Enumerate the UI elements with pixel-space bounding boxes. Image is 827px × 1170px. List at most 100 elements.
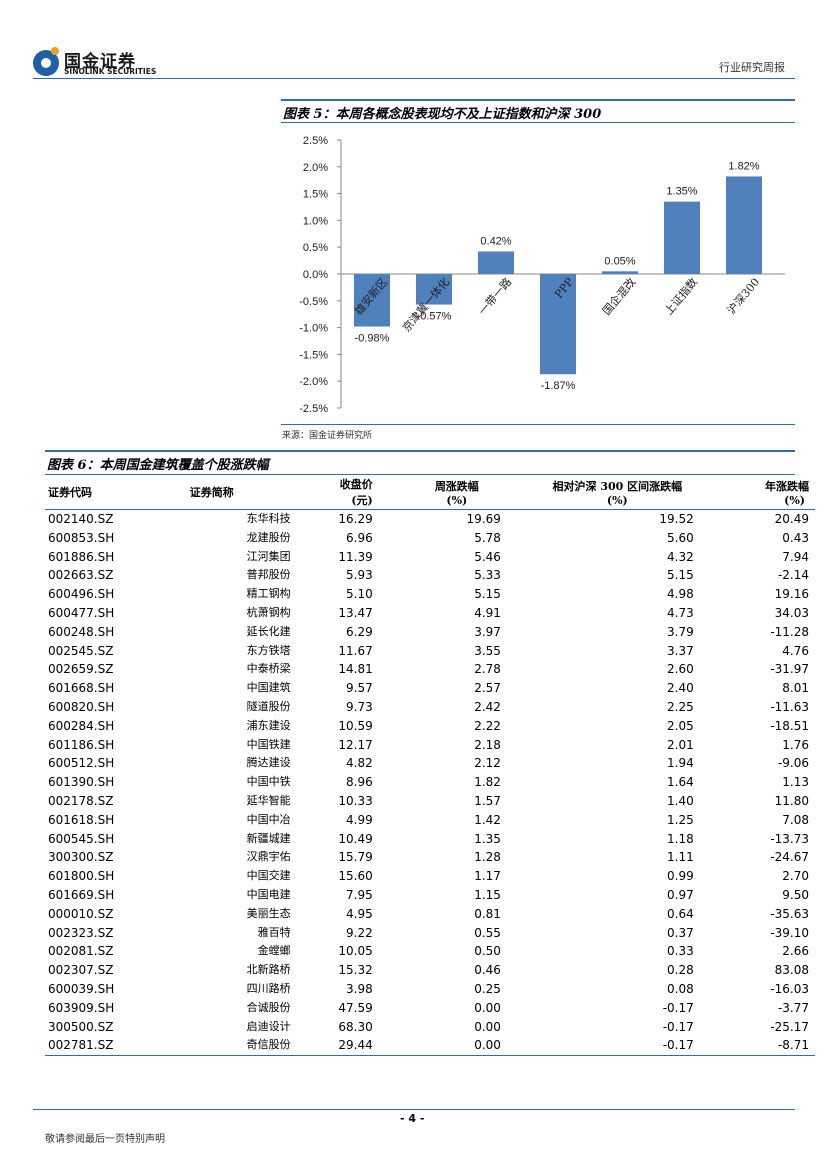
cell-weekly: 5.15 — [474, 587, 501, 602]
table-row: 600512.SH 腾达建设 4.82 2.12 1.94 -9.06 — [45, 754, 815, 773]
cell-name: 奇信股份 — [246, 1038, 291, 1052]
cell-weekly: 1.57 — [474, 793, 501, 808]
table-row: 002323.SZ 雅百特 9.22 0.55 0.37 -39.10 — [45, 924, 815, 943]
bar — [540, 274, 576, 375]
cell-weekly: 5.33 — [474, 568, 501, 583]
y-tick-label: 2.0% — [303, 162, 328, 174]
page-number: - 4 - — [400, 1112, 425, 1125]
cell-name: 雅百特 — [257, 925, 291, 939]
cell-name: 中国中冶 — [246, 812, 291, 826]
cell-code: 002545.SZ — [48, 643, 114, 658]
cell-relative: 1.94 — [667, 756, 694, 771]
cell-relative: 4.32 — [667, 549, 694, 564]
cell-code: 600853.SH — [48, 530, 115, 545]
cell-ytd: -8.71 — [777, 1038, 809, 1053]
cell-weekly: 2.42 — [474, 699, 501, 714]
cell-name: 普邦股份 — [246, 568, 291, 582]
table-row: 002545.SZ 东方铁塔 11.67 3.55 3.37 4.76 — [45, 642, 815, 661]
y-tick-label: -2.5% — [299, 403, 328, 415]
y-tick-label: -2.0% — [299, 376, 328, 388]
col-header-relative: 相对沪深 300 区间涨跌幅 (%) — [552, 479, 683, 507]
cell-relative: 1.40 — [667, 793, 694, 808]
table-row: 601618.SH 中国中冶 4.99 1.42 1.25 7.08 — [45, 811, 815, 830]
cell-code: 300500.SZ — [48, 1019, 114, 1034]
figure6-title-rule — [45, 474, 795, 475]
cell-code: 002659.SZ — [48, 662, 114, 677]
header-divider — [33, 78, 795, 79]
cell-name: 中国建筑 — [246, 681, 291, 695]
cell-code: 002663.SZ — [48, 568, 114, 583]
cell-code: 600820.SH — [48, 699, 115, 714]
y-tick-label: -0.5% — [299, 296, 328, 308]
cell-price: 5.10 — [346, 587, 373, 602]
table-row: 002659.SZ 中泰桥梁 14.81 2.78 2.60 -31.97 — [45, 660, 815, 679]
cell-relative: 1.18 — [667, 831, 694, 846]
cell-weekly: 0.00 — [474, 1019, 501, 1034]
bar — [664, 201, 700, 274]
figure5-top-rule — [281, 99, 795, 101]
cell-ytd: -13.73 — [770, 831, 809, 846]
cell-ytd: -9.06 — [777, 756, 809, 771]
cell-name: 金螳螂 — [257, 944, 291, 958]
cell-ytd: 19.16 — [774, 587, 809, 602]
figure6-title: 图表 6：本周国金建筑覆盖个股涨跌幅 — [47, 458, 269, 473]
cell-code: 600496.SH — [48, 587, 115, 602]
table-row: 601886.SH 江河集团 11.39 5.46 4.32 7.94 — [45, 548, 815, 567]
cell-code: 601669.SH — [48, 887, 115, 902]
y-tick-label: 2.5% — [303, 135, 328, 147]
cell-weekly: 2.22 — [474, 718, 501, 733]
category-label: 国企混改 — [599, 275, 638, 318]
cell-price: 68.30 — [338, 1019, 373, 1034]
cell-price: 9.57 — [346, 681, 373, 696]
cell-code: 600039.SH — [48, 981, 115, 996]
cell-name: 东华科技 — [246, 512, 291, 525]
y-tick-label: -1.5% — [299, 349, 328, 361]
cell-ytd: -35.63 — [770, 906, 809, 921]
table-row: 600545.SH 新疆城建 10.49 1.35 1.18 -13.73 — [45, 830, 815, 849]
cell-name: 龙建股份 — [246, 530, 291, 544]
col-header-name: 证券简称 — [189, 486, 234, 499]
cell-relative: 4.73 — [667, 605, 694, 620]
table-row: 601186.SH 中国铁建 12.17 2.18 2.01 1.76 — [45, 736, 815, 755]
y-tick-label: 0.5% — [303, 242, 328, 254]
cell-ytd: 9.50 — [782, 887, 809, 902]
cell-code: 601886.SH — [48, 549, 115, 564]
cell-name: 合诚股份 — [246, 1000, 291, 1014]
cell-weekly: 0.81 — [474, 906, 501, 921]
cell-ytd: -3.77 — [777, 1000, 809, 1015]
table-row: 600820.SH 隧道股份 9.73 2.42 2.25 -11.63 — [45, 698, 815, 717]
cell-ytd: 34.03 — [774, 605, 809, 620]
cell-price: 4.99 — [346, 812, 373, 827]
cell-ytd: 20.49 — [774, 512, 809, 526]
data-label: 1.82% — [728, 160, 759, 172]
cell-price: 15.60 — [338, 869, 373, 884]
cell-weekly: 2.57 — [474, 681, 501, 696]
cell-weekly: 3.97 — [474, 624, 501, 639]
cell-name: 中国中铁 — [246, 775, 291, 789]
cell-price: 16.29 — [338, 512, 373, 526]
cell-name: 延华智能 — [246, 793, 291, 807]
category-label: 一带一路 — [476, 276, 514, 318]
table-row: 600853.SH 龙建股份 6.96 5.78 5.60 0.43 — [45, 529, 815, 548]
cell-relative: 2.40 — [667, 681, 694, 696]
cell-weekly: 0.46 — [474, 963, 501, 978]
logo-text-cn: 国金证券 — [64, 52, 136, 72]
cell-ytd: 7.94 — [782, 549, 809, 564]
bar — [478, 251, 514, 274]
cell-name: 腾达建设 — [246, 756, 291, 770]
category-label: 上证指数 — [661, 275, 700, 318]
table-row: 601800.SH 中国交建 15.60 1.17 0.99 2.70 — [45, 867, 815, 886]
cell-weekly: 1.15 — [474, 887, 501, 902]
cell-price: 11.67 — [338, 643, 373, 658]
table-row: 600496.SH 精工钢构 5.10 5.15 4.98 19.16 — [45, 585, 815, 604]
col-header-ytd: 年涨跌幅 (%) — [765, 479, 809, 507]
cell-code: 002307.SZ — [48, 963, 114, 978]
table-row: 600284.SH 浦东建设 10.59 2.22 2.05 -18.51 — [45, 717, 815, 736]
cell-weekly: 5.78 — [474, 530, 501, 545]
data-label: 1.35% — [666, 186, 697, 198]
table-row: 002140.SZ 东华科技 16.29 19.69 19.52 20.49 — [45, 510, 815, 529]
cell-ytd: -18.51 — [770, 718, 809, 733]
cell-weekly: 2.12 — [474, 756, 501, 771]
cell-relative: 2.60 — [667, 662, 694, 677]
cell-code: 002781.SZ — [48, 1038, 114, 1053]
